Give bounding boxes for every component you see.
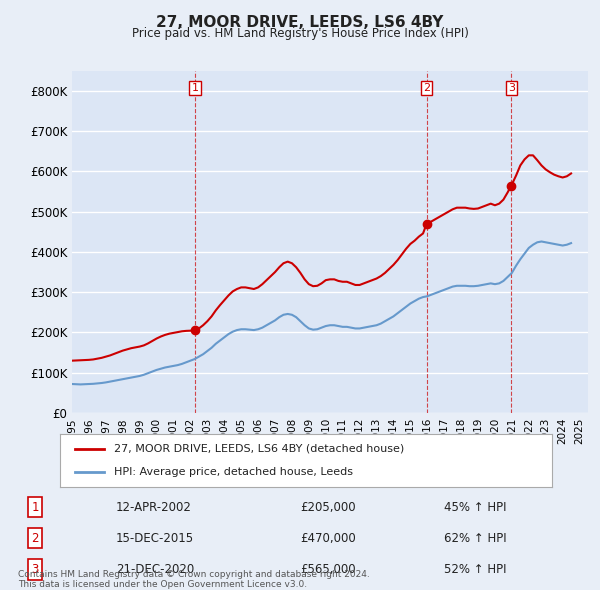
Text: 2: 2 — [31, 532, 39, 545]
Text: 52% ↑ HPI: 52% ↑ HPI — [444, 563, 506, 576]
Text: £565,000: £565,000 — [300, 563, 356, 576]
Text: HPI: Average price, detached house, Leeds: HPI: Average price, detached house, Leed… — [114, 467, 353, 477]
Text: 27, MOOR DRIVE, LEEDS, LS6 4BY: 27, MOOR DRIVE, LEEDS, LS6 4BY — [157, 15, 443, 30]
Text: 45% ↑ HPI: 45% ↑ HPI — [444, 501, 506, 514]
Text: £205,000: £205,000 — [300, 501, 356, 514]
Text: 12-APR-2002: 12-APR-2002 — [116, 501, 191, 514]
Text: 3: 3 — [31, 563, 39, 576]
Text: 1: 1 — [191, 83, 199, 93]
Text: Contains HM Land Registry data © Crown copyright and database right 2024.
This d: Contains HM Land Registry data © Crown c… — [18, 570, 370, 589]
Text: 21-DEC-2020: 21-DEC-2020 — [116, 563, 194, 576]
Text: Price paid vs. HM Land Registry's House Price Index (HPI): Price paid vs. HM Land Registry's House … — [131, 27, 469, 40]
Text: 2: 2 — [423, 83, 430, 93]
Text: 15-DEC-2015: 15-DEC-2015 — [116, 532, 194, 545]
Text: 1: 1 — [31, 501, 39, 514]
Text: 27, MOOR DRIVE, LEEDS, LS6 4BY (detached house): 27, MOOR DRIVE, LEEDS, LS6 4BY (detached… — [114, 444, 404, 454]
Text: 3: 3 — [508, 83, 515, 93]
Text: £470,000: £470,000 — [300, 532, 356, 545]
Text: 62% ↑ HPI: 62% ↑ HPI — [444, 532, 506, 545]
